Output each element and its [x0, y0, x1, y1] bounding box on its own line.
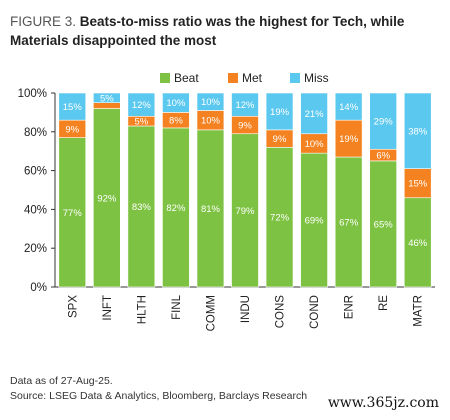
- data-label-met: 19%: [339, 134, 359, 145]
- data-label-beat: 83%: [132, 202, 152, 213]
- y-tick-label: 100%: [18, 88, 47, 100]
- data-label-beat: 82%: [166, 203, 186, 214]
- bar-miss-comm: [196, 92, 225, 111]
- bar-miss-spx: [58, 92, 87, 121]
- legend-label-miss: Miss: [304, 71, 329, 85]
- bar-miss-indu: [231, 92, 259, 117]
- data-label-beat: 65%: [374, 219, 394, 230]
- data-label-met: 15%: [408, 179, 428, 190]
- x-tick-label-hlth: HLTH: [136, 295, 148, 324]
- data-label-miss: 10%: [166, 98, 186, 109]
- data-label-met: 8%: [169, 116, 183, 127]
- x-tick-label-re: RE: [378, 295, 390, 311]
- legend-swatch-beat: [160, 73, 170, 83]
- figure-label: FIGURE 3.: [10, 14, 77, 29]
- data-label-beat: 69%: [305, 216, 325, 227]
- bar-miss-re: [369, 92, 397, 150]
- watermark: www.365jz.com: [324, 394, 442, 412]
- bar-beat-matr: [403, 197, 432, 288]
- bar-miss-finl: [162, 92, 190, 113]
- y-tick-label: 40%: [24, 204, 47, 216]
- legend-swatch-met: [228, 73, 238, 83]
- bar-miss-matr: [403, 92, 432, 169]
- data-label-met: 5%: [134, 117, 148, 128]
- bar-miss-cons: [265, 92, 294, 131]
- data-label-met: 9%: [238, 121, 252, 132]
- data-label-miss: 21%: [305, 109, 325, 120]
- x-tick-label-indu: INDU: [240, 295, 252, 323]
- data-label-miss: 15%: [63, 102, 83, 113]
- legend-label-met: Met: [242, 71, 263, 85]
- data-label-beat: 67%: [339, 218, 359, 229]
- bar-beat-cond: [300, 152, 328, 288]
- data-label-beat: 92%: [97, 193, 117, 204]
- y-tick-label: 0%: [30, 282, 47, 294]
- x-tick-label-matr: MATR: [413, 295, 425, 327]
- data-label-met: 6%: [376, 151, 390, 162]
- data-label-miss: 29%: [374, 117, 394, 128]
- data-label-beat: 72%: [270, 213, 290, 224]
- legend-label-beat: Beat: [174, 71, 199, 85]
- footnote: Data as of 27-Aug-25.: [10, 375, 113, 387]
- bar-miss-hlth: [127, 92, 156, 117]
- data-label-beat: 79%: [235, 206, 255, 217]
- x-tick-label-cond: COND: [309, 295, 321, 329]
- bar-met-enr: [334, 119, 363, 158]
- bar-met-matr: [403, 168, 432, 199]
- data-label-beat: 77%: [63, 208, 83, 219]
- chart-title: FIGURE 3. Beats-to-miss ratio was the hi…: [10, 12, 440, 50]
- data-label-met: 9%: [65, 124, 79, 135]
- title-text: Beats-to-miss ratio was the highest for …: [10, 14, 405, 48]
- bar-beat-cons: [265, 147, 294, 288]
- data-label-met: 10%: [305, 139, 325, 150]
- bar-beat-enr: [334, 156, 363, 288]
- data-label-miss: 10%: [201, 97, 221, 108]
- x-tick-label-spx: SPX: [67, 295, 79, 318]
- bar-beat-re: [369, 160, 397, 288]
- data-label-miss: 38%: [408, 126, 428, 137]
- data-label-beat: 81%: [201, 204, 221, 215]
- data-label-miss: 14%: [339, 102, 359, 113]
- data-label-miss: 5%: [100, 93, 114, 104]
- y-tick-label: 60%: [24, 166, 47, 178]
- data-label-miss: 19%: [270, 107, 290, 118]
- bar-beat-hlth: [127, 125, 156, 288]
- bar-beat-inft: [93, 108, 121, 288]
- bar-miss-cond: [300, 92, 328, 135]
- data-label-miss: 12%: [235, 100, 255, 111]
- bar-miss-enr: [334, 92, 363, 121]
- bar-beat-spx: [58, 137, 87, 288]
- data-label-met: 10%: [201, 116, 221, 127]
- bar-beat-indu: [231, 133, 259, 288]
- bar-miss-inft: [93, 92, 121, 103]
- y-tick-label: 80%: [24, 127, 47, 139]
- x-tick-label-cons: CONS: [275, 295, 287, 329]
- data-label-met: 9%: [273, 134, 287, 145]
- data-label-miss: 12%: [132, 100, 152, 111]
- bar-beat-comm: [196, 129, 225, 288]
- y-tick-label: 20%: [24, 243, 47, 255]
- x-tick-label-comm: COMM: [205, 295, 217, 331]
- x-tick-label-inft: INFT: [102, 295, 114, 321]
- source-note: Source: LSEG Data & Analytics, Bloomberg…: [10, 390, 308, 402]
- x-tick-label-finl: FINL: [171, 294, 183, 320]
- bar-beat-finl: [162, 127, 190, 288]
- legend-swatch-miss: [290, 73, 300, 83]
- data-label-beat: 46%: [408, 238, 428, 249]
- x-tick-label-enr: ENR: [344, 295, 356, 319]
